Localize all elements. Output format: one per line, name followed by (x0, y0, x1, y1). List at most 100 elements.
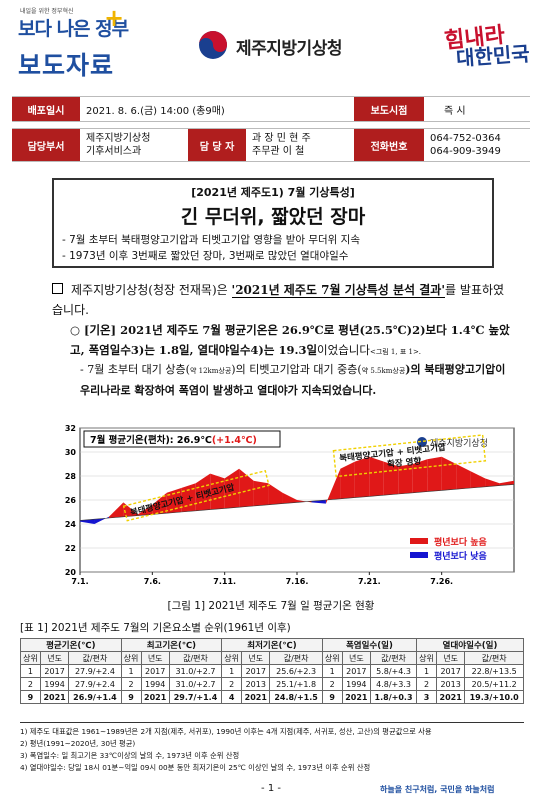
table-cell: 9 (120, 690, 142, 704)
gov-innovation-slogan: 내일을 위한 정부혁신 (20, 8, 74, 15)
footnotes: 1) 제주도 대표값은 1961~1989년은 2개 지점(제주, 서귀포), … (20, 722, 524, 774)
footer-slogan: 하늘을 친구처럼, 국민을 하늘처럼 (380, 785, 495, 794)
person-label: 담 당 자 (188, 128, 246, 162)
phone-2: 064-909-3949 (430, 146, 501, 157)
anomaly-segment (456, 464, 471, 490)
table-subhead: 상위 (416, 651, 437, 665)
table-row: 2 1994 27.9/+2.4 2 1994 31.0/+2.7 2 2013 25.1/+1… (20, 677, 524, 691)
legend-label-above: 평년보다 높음 (434, 536, 487, 548)
phone-1: 064-752-0364 (430, 133, 501, 144)
cause-paragraph: - 7월 초부터 대기 상층(약 12km상공)의 티벳고기압과 대기 중층(약… (80, 360, 512, 400)
anomaly-segment (340, 461, 355, 499)
anomaly-segment (268, 483, 283, 505)
annotation-2-text-b: 확장 영향 (387, 456, 422, 471)
person-value-2: 주무관 이 철 (252, 146, 305, 157)
table-cell: 2021 (341, 690, 372, 704)
anomaly-segment (485, 478, 500, 487)
x-tick-label: 7.1. (71, 577, 88, 586)
anomaly-segment (166, 488, 182, 514)
table-cell: 2 (221, 677, 243, 691)
intro-text-a: 제주지방기상청(청장 전재목)은 (71, 283, 232, 297)
table-cell: 9 (321, 690, 343, 704)
table-cell: 2 (321, 677, 343, 691)
table-cell: 27.9/+2.4 (68, 677, 122, 691)
chart-watermark: 제주지방기상청 (430, 438, 488, 449)
table-cell: 4.8/+3.3 (370, 677, 418, 691)
dept-value-2: 기후서비스과 (86, 146, 142, 157)
slogan-calligraphy: 힘내라 대한민국 (440, 14, 532, 72)
table-cell: 2013 (435, 677, 466, 691)
table-row: 1 2017 27.9/+2.4 1 2017 31.0/+2.7 1 2017 25.6/+2… (20, 664, 524, 678)
table-subhead: 년도 (140, 651, 170, 665)
footnote: 3) 폭염일수: 일 최고기온 33℃이상의 날의 수, 1973년 이후 순위… (20, 751, 240, 760)
person-value: 과 장 민 현 주 주무관 이 철 (246, 128, 354, 162)
cause-text-a: - 7월 초부터 대기 상층( (80, 363, 190, 376)
anomaly-segment (210, 473, 225, 510)
table-subhead: 년도 (241, 651, 271, 665)
phone-label: 전화번호 (354, 128, 424, 162)
issue-value: 2021. 8. 6.(금) 14:00 (총9매) (80, 96, 354, 122)
table-cell: 1994 (39, 677, 70, 691)
x-tick-label: 7.21. (358, 577, 381, 586)
person-value-1: 과 장 민 현 주 (252, 133, 311, 144)
table-group-2: 최저기온(℃) (221, 638, 323, 652)
table-cell: 29.7/+1.4 (168, 690, 223, 704)
table-cell: 5.8/+4.3 (370, 664, 418, 678)
legend-label-below: 평년보다 낮음 (434, 550, 487, 562)
table-cell: 1 (120, 664, 142, 678)
table-cell: 27.9/+2.4 (68, 664, 122, 678)
chart-title-box (83, 430, 281, 448)
annotation-2-box (332, 434, 487, 478)
figure-caption: [그림 1] 2021년 제주도 7월 일 평균기온 현황 (167, 600, 375, 612)
chart-title-value: 7월 평균기온(편차): 26.9℃ (90, 434, 212, 446)
anomaly-segment (470, 471, 486, 488)
table-cell: 31.0/+2.7 (168, 677, 223, 691)
footnote: 1) 제주도 대표값은 1961~1989년은 2개 지점(제주, 서귀포), … (20, 727, 432, 736)
table-group-1: 최고기온(℃) (120, 638, 223, 652)
dept-label: 담당부서 (12, 128, 80, 162)
chart-title: 7월 평균기온(편차): 26.9℃(+1.4℃) (90, 434, 257, 446)
table-subhead: 값/편차 (464, 651, 524, 665)
anomaly-segment (369, 456, 384, 497)
table-group-4: 열대야일수(일) (416, 638, 524, 652)
table-cell: 3 (416, 690, 437, 704)
anomaly-segment (123, 502, 138, 517)
table-cell: 2 (120, 677, 142, 691)
temperature-paragraph: ○ [기온] 2021년 제주도 7월 평균기온은 26.9℃로 평년(25.5… (70, 320, 520, 362)
x-tick-label: 7.26. (430, 577, 453, 586)
press-release-title: 보도자료 (18, 51, 115, 80)
table-subhead: 상위 (221, 651, 243, 665)
temperature-text-end: 이었습니다 (317, 343, 370, 357)
table-subhead: 상위 (120, 651, 142, 665)
anomaly-segment (108, 502, 124, 518)
anomaly-segment (398, 464, 413, 494)
headline-title: 긴 무더위, 짧았던 장마 (180, 206, 366, 228)
anomaly-segment (427, 456, 442, 492)
table-cell: 26.9/+1.4 (68, 690, 122, 704)
figure-reference: <그림 1, 표 1>. (369, 348, 422, 356)
page-number: - 1 - (261, 783, 281, 794)
slogan-line-2: 대한민국 (455, 41, 531, 71)
table-cell: 2017 (341, 664, 372, 678)
temperature-text: ○ [기온] 2021년 제주도 7월 평균기온은 26.9℃로 평년(25.5… (70, 323, 510, 357)
plus-icon: + (104, 4, 125, 32)
table-cell: 2021 (241, 690, 271, 704)
table-subhead: 년도 (39, 651, 70, 665)
table-subhead: 값/편차 (370, 651, 418, 665)
table-cell: 1.8/+0.3 (370, 690, 418, 704)
table-subhead: 값/편차 (68, 651, 122, 665)
table-cell: 2 (416, 677, 437, 691)
table-sub-header: 상위 년도 값/편차 상위 년도 값/편차 상위 년도 값/편차 상위 년도 값/편차 상위 년도 값/편차 (20, 651, 524, 665)
table-row: 9 2021 26.9/+1.4 9 2021 29.7/+1.4 4 2021 24.8/+1… (20, 690, 524, 704)
y-tick-label: 32 (65, 424, 76, 433)
report-time-label: 보도시점 (354, 96, 424, 122)
x-tick-label: 7.16. (286, 577, 309, 586)
table-subhead: 년도 (341, 651, 372, 665)
phone-value: 064-752-0364 064-909-3949 (424, 128, 530, 162)
x-tick-label: 7.6. (144, 577, 161, 586)
footnote: 4) 열대야일수: 당일 18시 01분~익일 09시 00분 동안 최저기온이… (20, 763, 371, 772)
y-tick-label: 22 (65, 544, 76, 553)
table-cell: 2017 (140, 664, 170, 678)
table-cell: 20.5/+11.2 (464, 677, 524, 691)
